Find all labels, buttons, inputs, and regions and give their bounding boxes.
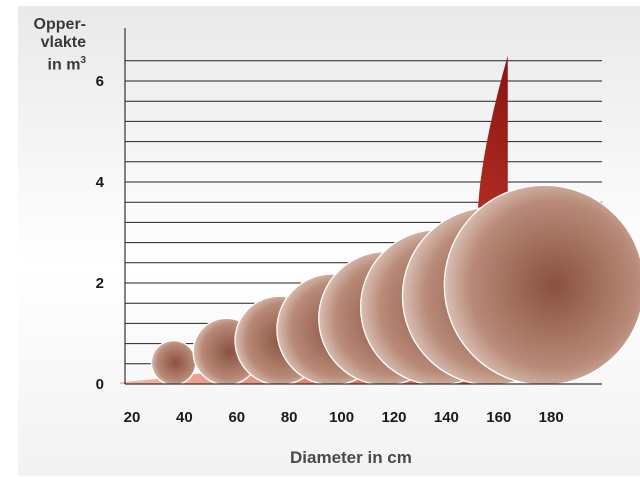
y-tick-label: 6: [96, 73, 104, 90]
y-axis-label-line-1: Opper-: [33, 16, 86, 33]
x-tick-label: 160: [486, 409, 511, 426]
circle-diameter-180: [443, 184, 640, 386]
y-tick-label: 4: [96, 174, 105, 191]
tick-labels: 20 40 60 80 100 120 140 160 180 0 2 4 6: [96, 73, 564, 426]
y-axis-label: Opper- vlakte in m3: [22, 16, 86, 74]
x-tick-label: 180: [539, 409, 564, 426]
x-tick-label: 60: [228, 409, 245, 426]
y-axis-label-line-2: vlakte: [40, 34, 86, 51]
x-tick-label: 20: [124, 409, 141, 426]
y-tick-label: 0: [96, 376, 104, 393]
y-tick-label: 2: [96, 275, 104, 292]
x-axis-label: Diameter in cm: [290, 448, 412, 467]
x-tick-label: 40: [176, 409, 193, 426]
circle-diameter-40: [150, 339, 197, 386]
x-tick-label: 80: [281, 409, 298, 426]
y-axis-label-superscript: 3: [80, 55, 86, 66]
y-axis-label-line-3: in m3: [22, 52, 86, 74]
circles: [150, 184, 640, 386]
axes: [124, 28, 602, 385]
x-tick-label: 120: [381, 409, 406, 426]
x-tick-label: 100: [329, 409, 354, 426]
x-tick-label: 140: [434, 409, 459, 426]
y-axis-label-unit: in m: [47, 56, 81, 74]
